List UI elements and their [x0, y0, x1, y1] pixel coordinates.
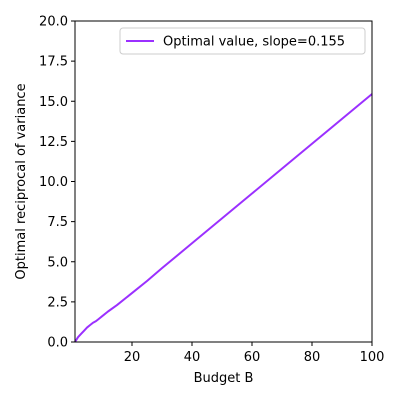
x-axis-ticks: 20 40 60 80 100 [124, 342, 385, 365]
y-tick-label: 20.0 [39, 15, 68, 30]
y-tick-label: 5.0 [47, 255, 68, 270]
x-tick-label: 80 [304, 350, 321, 365]
y-tick-label: 15.0 [39, 95, 68, 110]
x-tick-label: 60 [244, 350, 261, 365]
y-tick-label: 12.5 [39, 135, 68, 150]
y-tick-label: 0.0 [47, 336, 68, 351]
x-tick-label: 40 [184, 350, 201, 365]
legend: Optimal value, slope=0.155 [119, 27, 366, 55]
plot-frame [74, 20, 373, 343]
series-line [74, 93, 373, 343]
y-tick-label: 2.5 [47, 295, 68, 310]
legend-box [119, 27, 366, 55]
x-tick-label: 20 [124, 350, 141, 365]
y-tick-label: 10.0 [39, 175, 68, 190]
legend-label: Optimal value, slope=0.155 [163, 35, 345, 50]
y-tick-label: 7.5 [47, 215, 68, 230]
series-layer [74, 93, 373, 343]
y-axis-ticks: 0.0 2.5 5.0 7.5 10.0 12.5 15.0 17.5 20.0 [39, 15, 75, 351]
y-tick-label: 17.5 [39, 55, 68, 70]
y-axis-label: Optimal reciprocal of variance [14, 83, 29, 279]
x-axis-label: Budget B [194, 371, 254, 386]
x-tick-label: 100 [360, 350, 385, 365]
